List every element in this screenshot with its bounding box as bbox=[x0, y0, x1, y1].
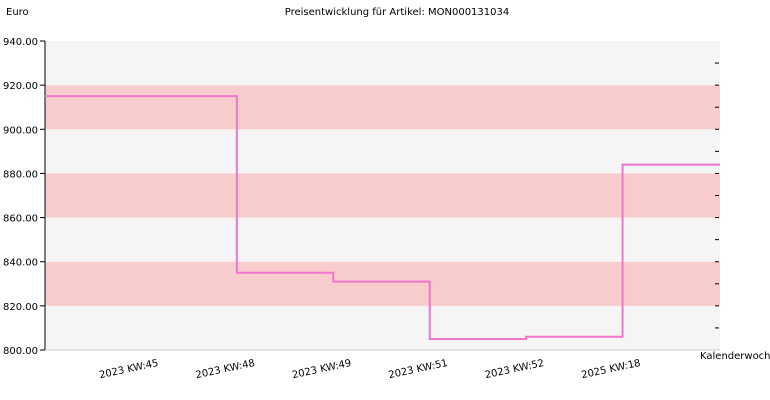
band-3 bbox=[45, 173, 720, 218]
price-series-line bbox=[45, 95, 720, 340]
x-axis-label: Kalenderwoche bbox=[700, 351, 770, 362]
background-bands bbox=[45, 41, 720, 350]
x-tick-label: 2023 KW:52 bbox=[484, 358, 545, 381]
right-axis-ticks bbox=[715, 62, 719, 329]
y-tick-label: 880.00 bbox=[3, 169, 38, 180]
band-4 bbox=[45, 129, 720, 174]
band-6 bbox=[45, 41, 720, 86]
x-tick-label: 2023 KW:49 bbox=[291, 358, 352, 381]
x-tick-label: 2023 KW:51 bbox=[388, 358, 449, 381]
band-5 bbox=[45, 85, 720, 130]
band-1 bbox=[45, 261, 720, 306]
y-tick-label: 840.00 bbox=[3, 258, 38, 269]
chart-title: Preisentwicklung für Artikel: MON0001310… bbox=[285, 7, 509, 18]
x-tick-label: 2023 KW:48 bbox=[195, 358, 256, 381]
y-tick-label: 900.00 bbox=[3, 125, 38, 136]
y-tick-label: 800.00 bbox=[3, 346, 38, 357]
y-tick-label: 860.00 bbox=[3, 214, 38, 225]
x-axis-tick-labels: 2023 KW:45 2023 KW:48 2023 KW:49 2023 KW:51… bbox=[98, 358, 641, 381]
y-tick-label: 920.00 bbox=[3, 81, 38, 92]
y-tick-label: 820.00 bbox=[3, 302, 38, 313]
band-0 bbox=[45, 305, 720, 350]
band-2 bbox=[45, 217, 720, 262]
x-tick-label: 2025 KW:18 bbox=[580, 358, 641, 381]
x-tick-label: 2023 KW:45 bbox=[98, 358, 159, 381]
y-tick-label: 940.00 bbox=[3, 37, 38, 48]
y-axis-ticks: 800.00 820.00 840.00 860.00 880.00 900.00 920.… bbox=[3, 37, 45, 357]
y-axis-label: Euro bbox=[6, 7, 29, 18]
